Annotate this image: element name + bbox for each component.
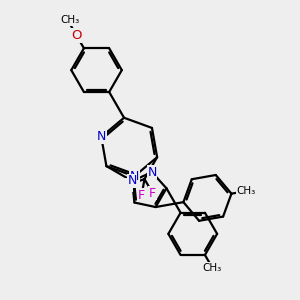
Text: N: N bbox=[147, 166, 157, 179]
Text: CH₃: CH₃ bbox=[203, 263, 222, 273]
Text: CH₃: CH₃ bbox=[236, 186, 256, 196]
Text: CH₃: CH₃ bbox=[60, 15, 80, 25]
Text: O: O bbox=[71, 29, 82, 42]
Text: N: N bbox=[130, 170, 139, 183]
Text: F: F bbox=[138, 189, 145, 202]
Text: F: F bbox=[126, 178, 133, 191]
Text: N: N bbox=[128, 175, 137, 188]
Text: N: N bbox=[97, 130, 106, 143]
Text: F: F bbox=[149, 187, 156, 200]
